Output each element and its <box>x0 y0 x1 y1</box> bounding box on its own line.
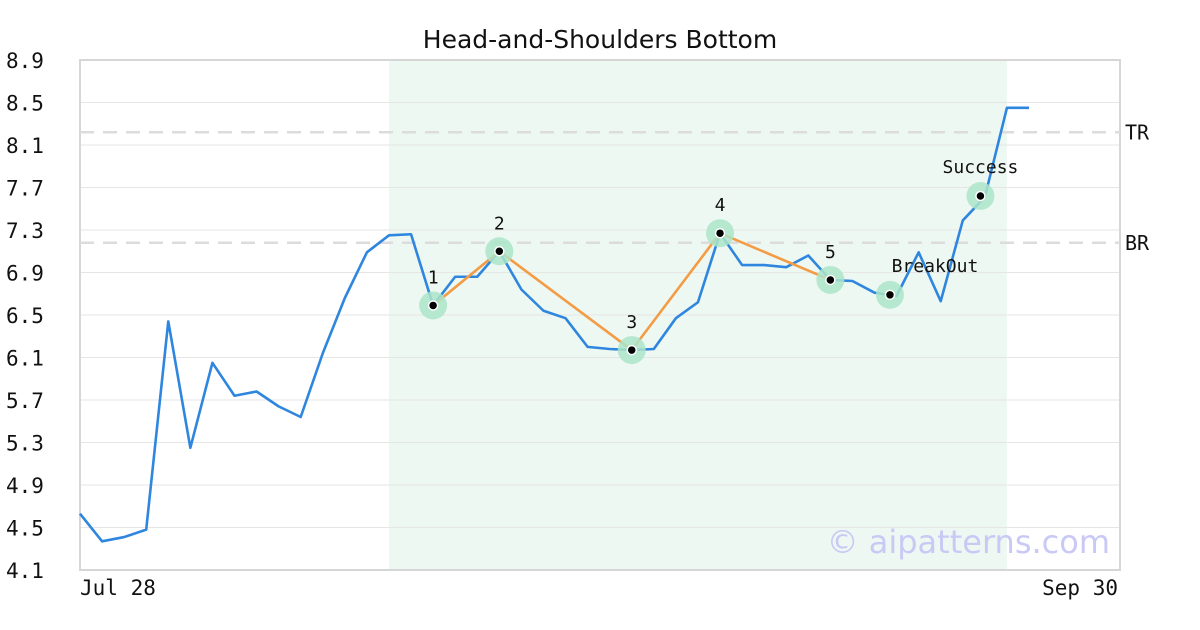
y-tick-label: 6.5 <box>6 304 44 328</box>
pattern-label-2: 2 <box>494 213 505 234</box>
y-tick-label: 8.5 <box>6 92 44 116</box>
pattern-label-success: Success <box>943 157 1019 178</box>
pattern-point-2 <box>494 246 505 257</box>
y-axis: 4.1 4.5 4.9 5.3 5.7 6.1 6.5 6.9 7.3 7.7 8.1 8.5 8.9 <box>6 49 44 583</box>
pattern-label-3: 3 <box>626 312 637 333</box>
x-tick-start: Jul 28 <box>80 576 156 600</box>
plot-frame <box>79 59 1121 571</box>
y-tick-label: 6.1 <box>6 347 44 371</box>
reference-label-tr: TR <box>1125 120 1150 144</box>
y-tick-label: 7.7 <box>6 177 44 201</box>
y-tick-label: 6.9 <box>6 262 44 286</box>
price-line <box>78 106 1029 543</box>
pattern-point-3 <box>626 344 637 356</box>
pattern-point-1 <box>427 300 439 311</box>
y-tick-label: 4.1 <box>6 559 44 583</box>
pattern-label-breakout: BreakOut <box>892 256 979 277</box>
pattern-label-1: 1 <box>428 267 439 288</box>
y-tick-label: 7.3 <box>6 219 44 243</box>
chart-title: Head-and-Shoulders Bottom <box>423 25 777 54</box>
pattern-point-4 <box>714 227 726 239</box>
y-tick-label: 5.3 <box>6 432 44 456</box>
y-tick-label: 4.9 <box>6 474 44 498</box>
grid-lines <box>80 59 1120 571</box>
y-tick-label: 5.7 <box>6 389 44 413</box>
pattern-point-success <box>975 190 986 202</box>
reference-lines: TR BR <box>80 120 1150 255</box>
pattern-label-4: 4 <box>715 195 726 216</box>
watermark: © aipatterns.com <box>827 523 1110 561</box>
pattern-point-5 <box>825 274 836 286</box>
pattern-point-breakout <box>884 289 896 301</box>
y-tick-label: 8.9 <box>6 49 44 73</box>
pattern-points: 1 2 3 4 5 BreakOut Success <box>419 157 1019 365</box>
y-tick-label: 8.1 <box>6 134 44 158</box>
x-tick-end: Sep 30 <box>1042 576 1118 600</box>
reference-label-br: BR <box>1125 231 1150 255</box>
y-tick-label: 4.5 <box>6 517 44 541</box>
pattern-label-5: 5 <box>825 242 836 263</box>
